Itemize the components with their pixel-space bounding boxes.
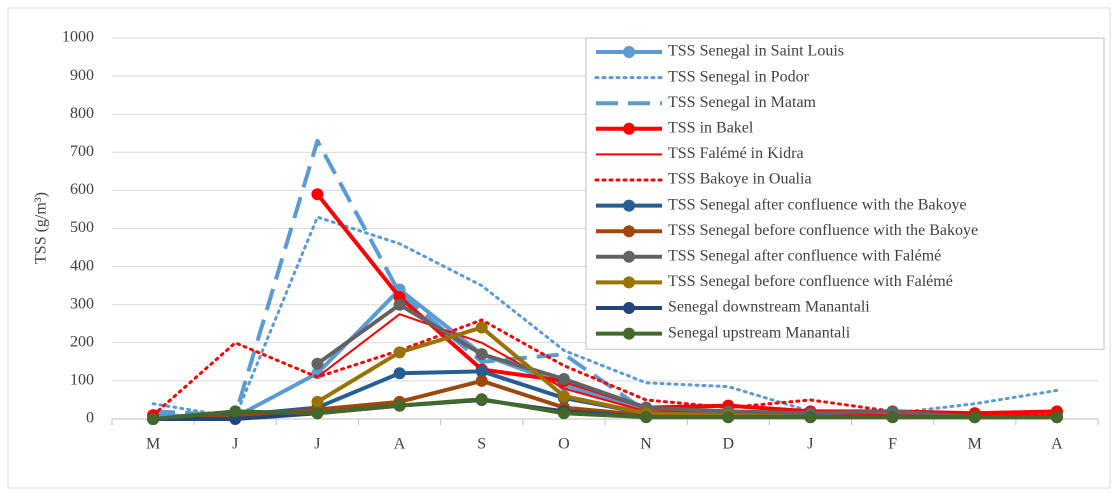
legend-box bbox=[585, 37, 1105, 350]
legend-marker bbox=[623, 199, 635, 212]
data-point bbox=[393, 367, 406, 380]
data-point bbox=[311, 188, 324, 201]
legend-label: TSS Falémé in Kidra bbox=[668, 145, 804, 162]
x-tick-label: O bbox=[558, 436, 570, 453]
x-tick-label: J bbox=[232, 436, 238, 453]
x-tick-label: S bbox=[477, 436, 486, 453]
data-point bbox=[475, 348, 488, 361]
x-tick-label: D bbox=[722, 436, 734, 453]
legend-marker bbox=[623, 225, 635, 238]
legend-marker bbox=[623, 302, 635, 314]
data-point bbox=[311, 407, 324, 420]
legend-label: TSS in Bakel bbox=[668, 119, 754, 136]
y-tick-label: 700 bbox=[70, 143, 94, 160]
legend-marker bbox=[623, 327, 635, 340]
legend-label: TSS Senegal in Saint Louis bbox=[668, 43, 844, 60]
data-point bbox=[557, 407, 570, 420]
legend-label: TSS Senegal before confluence with Falém… bbox=[668, 273, 953, 290]
data-point bbox=[475, 393, 488, 406]
data-point bbox=[393, 298, 406, 311]
data-point bbox=[475, 374, 488, 387]
data-point bbox=[311, 357, 324, 370]
x-tick-label: M bbox=[968, 436, 982, 453]
legend-marker bbox=[623, 276, 635, 289]
y-tick-label: 1000 bbox=[62, 29, 94, 46]
data-point bbox=[640, 411, 653, 424]
data-point bbox=[886, 411, 899, 424]
data-point bbox=[722, 411, 735, 424]
y-tick-label: 100 bbox=[70, 372, 94, 389]
data-point bbox=[1050, 411, 1063, 424]
legend-label: TSS Senegal before confluence with the B… bbox=[668, 222, 978, 239]
x-tick-label: J bbox=[807, 436, 813, 453]
y-tick-label: 400 bbox=[70, 257, 94, 274]
legend-label: Senegal upstream Manantali bbox=[668, 324, 851, 341]
series-line bbox=[316, 302, 1057, 420]
legend-label: TSS Senegal in Matam bbox=[668, 94, 817, 111]
y-tick-label: 900 bbox=[70, 67, 94, 84]
x-tick-label: A bbox=[394, 436, 406, 453]
legend-marker bbox=[623, 250, 635, 263]
data-point bbox=[475, 365, 488, 378]
data-point bbox=[229, 405, 242, 418]
legend-marker bbox=[623, 46, 635, 58]
y-tick-label: 800 bbox=[70, 105, 94, 122]
legend-label: TSS Senegal after confluence with Falémé bbox=[668, 247, 941, 264]
legend-label: Senegal downstream Manantali bbox=[668, 299, 870, 316]
series-line bbox=[151, 318, 1059, 417]
data-point bbox=[804, 411, 817, 424]
y-tick-label: 600 bbox=[70, 181, 94, 198]
data-point bbox=[393, 346, 406, 359]
legend-label: TSS Bakoye in Oualia bbox=[668, 171, 812, 188]
series-line bbox=[152, 397, 1057, 421]
data-point bbox=[557, 372, 570, 385]
x-tick-label: A bbox=[1051, 436, 1063, 453]
y-tick-label: 0 bbox=[86, 410, 94, 427]
x-tick-label: N bbox=[640, 436, 652, 453]
y-axis-title: TSS (g/m³) bbox=[33, 192, 50, 264]
data-point bbox=[968, 411, 981, 424]
data-point bbox=[147, 413, 160, 425]
y-tick-label: 200 bbox=[70, 333, 94, 350]
x-tick-label: J bbox=[314, 436, 320, 453]
data-point bbox=[311, 395, 324, 408]
legend-marker bbox=[623, 122, 635, 135]
y-tick-label: 500 bbox=[70, 219, 94, 236]
data-point bbox=[475, 321, 488, 334]
data-point bbox=[393, 399, 406, 412]
data-point bbox=[557, 390, 570, 403]
legend-label: TSS Senegal after confluence with the Ba… bbox=[668, 196, 967, 213]
x-tick-label: M bbox=[146, 436, 160, 453]
legend-label: TSS Senegal in Podor bbox=[668, 68, 810, 85]
x-tick-label: F bbox=[888, 436, 897, 453]
y-tick-label: 300 bbox=[70, 295, 94, 312]
